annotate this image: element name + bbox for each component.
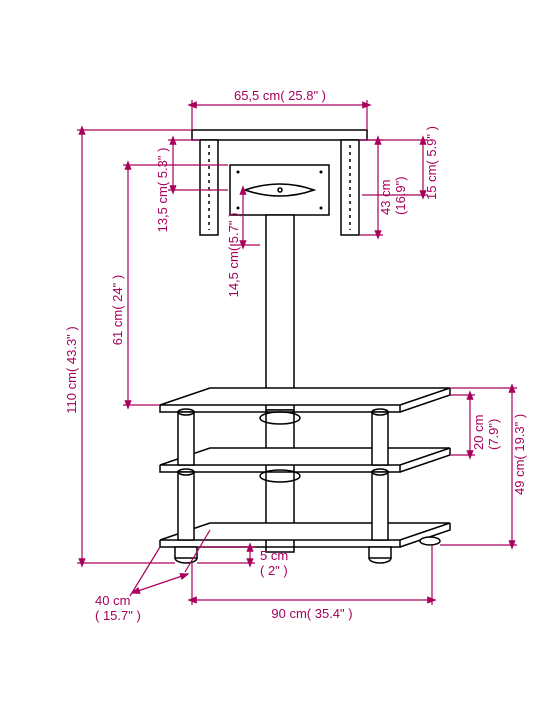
svg-text:110 cm( 43.3" ): 110 cm( 43.3" ) bbox=[64, 326, 79, 414]
dim-bracket-inner: 43 cm (16.9") bbox=[359, 140, 408, 235]
svg-text:40 cm: 40 cm bbox=[95, 593, 130, 608]
svg-text:49 cm( 19.3" ): 49 cm( 19.3" ) bbox=[512, 414, 527, 495]
svg-text:(16.9"): (16.9") bbox=[393, 176, 408, 215]
svg-text:(7.9"): (7.9") bbox=[486, 419, 501, 450]
svg-text:5 cm: 5 cm bbox=[260, 548, 288, 563]
svg-text:90 cm( 35.4" ): 90 cm( 35.4" ) bbox=[271, 606, 352, 621]
svg-text:13,5 cm( 5.3" ): 13,5 cm( 5.3" ) bbox=[155, 148, 170, 233]
dim-mount-width: 65,5 cm( 25.8" ) bbox=[192, 88, 367, 130]
dim-width: 90 cm( 35.4" ) bbox=[192, 545, 432, 621]
svg-text:14,5 cm( 5.7" ): 14,5 cm( 5.7" ) bbox=[226, 213, 241, 298]
dim-base-to-top: 49 cm( 19.3" ) bbox=[440, 388, 527, 545]
svg-text:( 2" ): ( 2" ) bbox=[260, 563, 288, 578]
dim-depth: 40 cm ( 15.7" ) bbox=[95, 530, 210, 623]
svg-text:15 cm( 5.9" ): 15 cm( 5.9" ) bbox=[424, 126, 439, 200]
dimension-diagram: 65,5 cm( 25.8" ) 13,5 cm( 5.3" ) 14,5 cm… bbox=[0, 0, 540, 720]
svg-text:61 cm( 24" ): 61 cm( 24" ) bbox=[110, 275, 125, 345]
svg-text:20 cm: 20 cm bbox=[471, 415, 486, 450]
svg-text:43 cm: 43 cm bbox=[378, 180, 393, 215]
dim-shelf-gap: 20 cm (7.9") bbox=[450, 395, 501, 455]
svg-text:( 15.7" ): ( 15.7" ) bbox=[95, 608, 141, 623]
dim-foot-h: 5 cm ( 2" ) bbox=[197, 547, 288, 578]
svg-text:65,5 cm( 25.8" ): 65,5 cm( 25.8" ) bbox=[234, 88, 326, 103]
